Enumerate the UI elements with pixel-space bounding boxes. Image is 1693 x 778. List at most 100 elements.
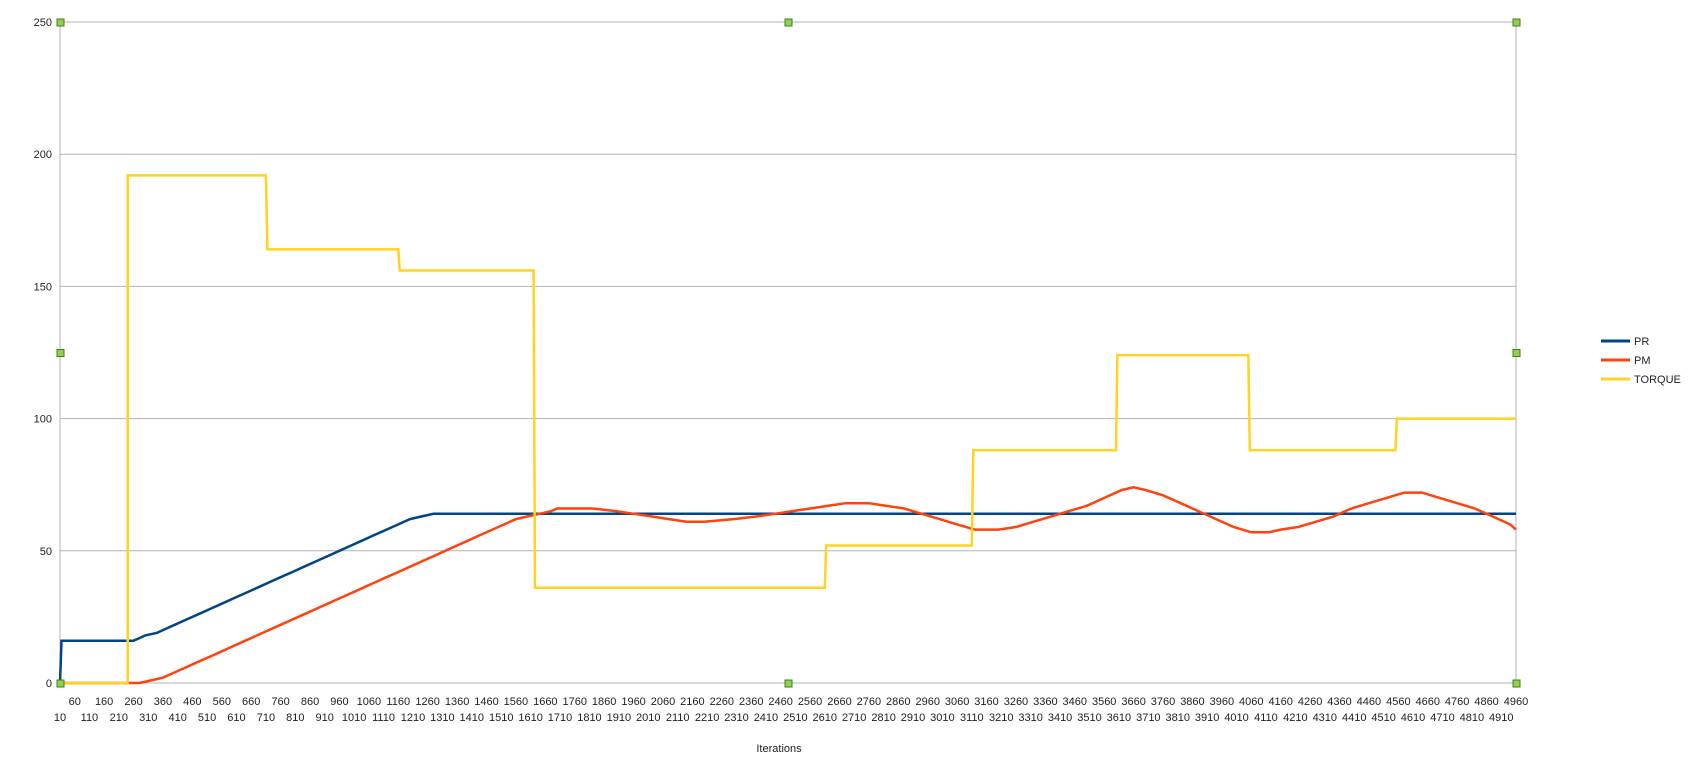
x-tick-label: 4310 bbox=[1313, 712, 1337, 724]
x-tick-label: 4110 bbox=[1254, 712, 1278, 724]
x-tick-label: 2310 bbox=[724, 712, 748, 724]
x-tick-label: 4260 bbox=[1298, 696, 1322, 708]
x-tick-label: 810 bbox=[286, 712, 304, 724]
x-tick-label: 2210 bbox=[695, 712, 719, 724]
x-tick-label: 2110 bbox=[666, 712, 690, 724]
x-tick-label: 1860 bbox=[592, 696, 616, 708]
x-tick-label: 3660 bbox=[1121, 696, 1145, 708]
x-tick-label: 4760 bbox=[1445, 696, 1469, 708]
x-tick-label: 4160 bbox=[1268, 696, 1292, 708]
x-tick-label: 4710 bbox=[1430, 712, 1454, 724]
x-tick-label: 4460 bbox=[1357, 696, 1381, 708]
selection-handle[interactable] bbox=[784, 18, 793, 27]
x-tick-label: 460 bbox=[183, 696, 201, 708]
selection-handle[interactable] bbox=[56, 18, 65, 27]
x-tick-label: 260 bbox=[124, 696, 142, 708]
x-tick-label: 3960 bbox=[1210, 696, 1234, 708]
selection-handle[interactable] bbox=[1512, 18, 1521, 27]
y-axis: 0 50 100 150 200 250 bbox=[34, 17, 52, 690]
x-tick-label: 4060 bbox=[1239, 696, 1263, 708]
selection-handles bbox=[56, 18, 1521, 688]
x-tick-label: 1810 bbox=[577, 712, 601, 724]
x-tick-label: 410 bbox=[168, 712, 186, 724]
x-tick-label: 510 bbox=[198, 712, 216, 724]
x-tick-label: 3410 bbox=[1048, 712, 1072, 724]
x-tick-label: 2810 bbox=[871, 712, 895, 724]
legend-label-pm: PM bbox=[1634, 355, 1651, 367]
x-tick-label: 160 bbox=[95, 696, 113, 708]
x-tick-label: 1560 bbox=[504, 696, 528, 708]
x-tick-label: 3910 bbox=[1195, 712, 1219, 724]
x-tick-label: 2910 bbox=[901, 712, 925, 724]
selection-handle[interactable] bbox=[56, 679, 65, 688]
x-tick-label: 3260 bbox=[1004, 696, 1028, 708]
x-tick-label: 2860 bbox=[886, 696, 910, 708]
legend-label-torque: TORQUE bbox=[1634, 374, 1681, 386]
x-tick-label: 4010 bbox=[1224, 712, 1248, 724]
x-tick-label: 3760 bbox=[1151, 696, 1175, 708]
selection-handle[interactable] bbox=[784, 679, 793, 688]
x-tick-label: 3160 bbox=[974, 696, 998, 708]
x-tick-label: 2260 bbox=[710, 696, 734, 708]
x-tick-label: 3460 bbox=[1063, 696, 1087, 708]
x-tick-label: 710 bbox=[257, 712, 275, 724]
x-tick-label: 2610 bbox=[813, 712, 837, 724]
x-tick-label: 4360 bbox=[1327, 696, 1351, 708]
x-tick-label: 2960 bbox=[915, 696, 939, 708]
x-tick-label: 1910 bbox=[607, 712, 631, 724]
x-tick-label: 1460 bbox=[474, 696, 498, 708]
x-tick-label: 1010 bbox=[342, 712, 366, 724]
x-tick-label: 760 bbox=[271, 696, 289, 708]
series-layer bbox=[58, 174, 1517, 685]
x-tick-label: 560 bbox=[213, 696, 231, 708]
x-tick-label: 1360 bbox=[445, 696, 469, 708]
x-tick-label: 4810 bbox=[1460, 712, 1484, 724]
selection-handle[interactable] bbox=[56, 349, 65, 357]
x-tick-label: 2010 bbox=[636, 712, 660, 724]
x-tick-label: 1410 bbox=[460, 712, 484, 724]
x-tick-label: 60 bbox=[69, 696, 81, 708]
legend: PR PM TORQUE bbox=[1601, 336, 1681, 386]
series-line-pm bbox=[60, 486, 1517, 685]
x-tick-label: 610 bbox=[227, 712, 245, 724]
x-tick-label: 1210 bbox=[401, 712, 425, 724]
x-tick-label: 4910 bbox=[1489, 712, 1513, 724]
x-tick-label: 210 bbox=[110, 712, 128, 724]
x-axis: 60 160 260 360 460 560 660 760 860 960 1060 1160 126… bbox=[54, 696, 1528, 724]
x-tick-label: 2460 bbox=[768, 696, 792, 708]
y-tick-label: 250 bbox=[34, 17, 52, 29]
x-tick-label: 4510 bbox=[1371, 712, 1395, 724]
x-tick-label: 1610 bbox=[518, 712, 542, 724]
x-tick-label: 860 bbox=[301, 696, 319, 708]
x-tick-label: 3860 bbox=[1180, 696, 1204, 708]
x-tick-label: 4410 bbox=[1342, 712, 1366, 724]
series-line-torque bbox=[60, 174, 1516, 685]
x-tick-label: 4560 bbox=[1386, 696, 1410, 708]
x-tick-label: 1310 bbox=[430, 712, 454, 724]
x-tick-label: 310 bbox=[139, 712, 157, 724]
x-tick-label: 3710 bbox=[1136, 712, 1160, 724]
series-line-pr bbox=[58, 512, 1516, 684]
x-tick-label: 1160 bbox=[386, 696, 410, 708]
legend-label-pr: PR bbox=[1634, 336, 1649, 348]
y-tick-label: 0 bbox=[46, 678, 52, 690]
y-tick-label: 100 bbox=[34, 414, 52, 426]
x-tick-label: 4860 bbox=[1474, 696, 1498, 708]
x-tick-label: 3610 bbox=[1107, 712, 1131, 724]
y-tick-label: 50 bbox=[40, 546, 52, 558]
x-tick-label: 3560 bbox=[1092, 696, 1116, 708]
selection-handle[interactable] bbox=[1512, 349, 1521, 357]
x-tick-label: 2660 bbox=[827, 696, 851, 708]
y-tick-label: 200 bbox=[34, 149, 52, 161]
x-tick-label: 1510 bbox=[489, 712, 513, 724]
x-tick-label: 360 bbox=[154, 696, 172, 708]
x-tick-label: 3510 bbox=[1077, 712, 1101, 724]
x-tick-label: 2510 bbox=[783, 712, 807, 724]
x-tick-label: 4660 bbox=[1416, 696, 1440, 708]
x-tick-label: 2760 bbox=[857, 696, 881, 708]
x-tick-label: 1260 bbox=[415, 696, 439, 708]
selection-handle[interactable] bbox=[1512, 679, 1521, 688]
x-tick-label: 3010 bbox=[930, 712, 954, 724]
